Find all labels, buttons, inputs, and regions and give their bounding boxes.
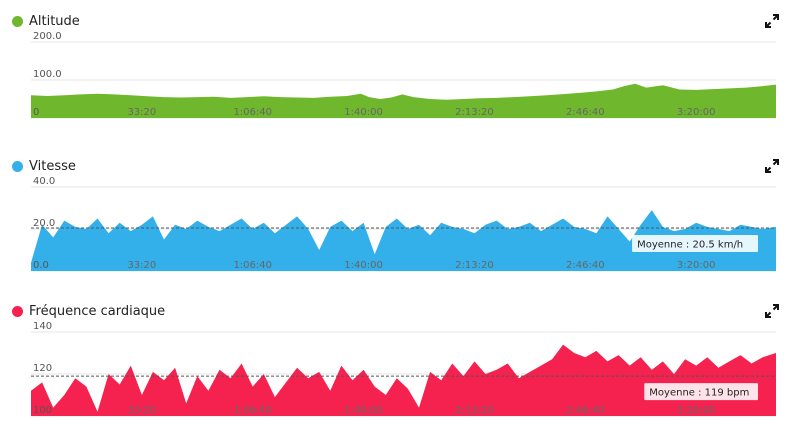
speed-panel: Vitesse 40.0 20.0 0.0 33:20 1:06:40 1:40:00 2:…: [0, 157, 809, 275]
x-tick-label: 1:06:40: [233, 107, 272, 118]
y-tick-label: 40.0: [33, 176, 55, 187]
speed-chart[interactable]: 40.0 20.0 0.0 33:20 1:06:40 1:40:00 2:13:20 2:4…: [0, 157, 809, 275]
speed-area-series: [31, 210, 776, 271]
expand-icon[interactable]: [765, 159, 779, 173]
heart-rate-chart[interactable]: 140 120 100 33:20 1:06:40 1:40:00 2:13:20 2:46:…: [0, 302, 809, 420]
y-tick-label: 0.0: [33, 260, 49, 271]
speed-legend-dot: [12, 160, 23, 172]
average-label-box: [644, 383, 758, 401]
x-tick-label: 33:20: [127, 405, 156, 416]
speed-header: Vitesse: [12, 157, 76, 175]
average-label-box: [632, 234, 758, 252]
x-tick-label: 1:06:40: [233, 405, 272, 416]
y-tick-label: 120: [33, 363, 52, 374]
y-tick-label: 140: [33, 321, 52, 332]
x-tick-label: 2:13:20: [455, 260, 494, 271]
y-tick-label: 100: [33, 405, 52, 416]
x-tick-label: 3:20:00: [677, 260, 716, 271]
altitude-chart[interactable]: 200.0 100.0 0 33:20 1:06:40 1:40:00 2:13:20 2:4…: [0, 12, 809, 122]
x-tick-label: 33:20: [127, 107, 156, 118]
x-tick-label: 33:20: [127, 260, 156, 271]
heart-rate-panel: Fréquence cardiaque 140 120 100 33:20 1:06:4…: [0, 302, 809, 420]
altitude-title[interactable]: Altitude: [29, 13, 80, 29]
x-tick-label: 1:40:00: [344, 260, 383, 271]
expand-icon[interactable]: [765, 304, 779, 318]
x-tick-label: 2:13:20: [455, 405, 494, 416]
expand-icon[interactable]: [765, 14, 779, 28]
y-tick-label: 20.0: [33, 218, 55, 229]
y-tick-label: 100.0: [33, 69, 62, 80]
heart-rate-header: Fréquence cardiaque: [12, 302, 165, 320]
average-label: Moyenne : 20.5 km/h: [637, 239, 743, 250]
speed-title[interactable]: Vitesse: [29, 158, 76, 174]
average-label: Moyenne : 119 bpm: [649, 388, 749, 399]
altitude-panel: Altitude 200.0 100.0 0 33:20 1:06:40 1:40:00 2…: [0, 12, 809, 122]
y-tick-label: 0: [33, 107, 39, 118]
heart-rate-title[interactable]: Fréquence cardiaque: [29, 303, 166, 319]
x-tick-label: 1:06:40: [233, 260, 272, 271]
x-tick-label: 1:40:00: [344, 405, 383, 416]
x-tick-label: 2:46:40: [566, 405, 605, 416]
x-tick-label: 2:13:20: [455, 107, 494, 118]
x-tick-label: 3:20:00: [677, 107, 716, 118]
x-tick-label: 1:40:00: [344, 107, 383, 118]
x-tick-label: 2:46:40: [566, 107, 605, 118]
x-tick-label: 2:46:40: [566, 260, 605, 271]
altitude-area-series: [31, 83, 776, 118]
altitude-header: Altitude: [12, 12, 80, 30]
y-tick-label: 200.0: [33, 31, 62, 42]
heart-rate-area-series: [31, 344, 776, 416]
altitude-legend-dot: [12, 15, 23, 27]
heart-rate-legend-dot: [12, 305, 23, 317]
x-tick-label: 3:20:00: [677, 405, 716, 416]
